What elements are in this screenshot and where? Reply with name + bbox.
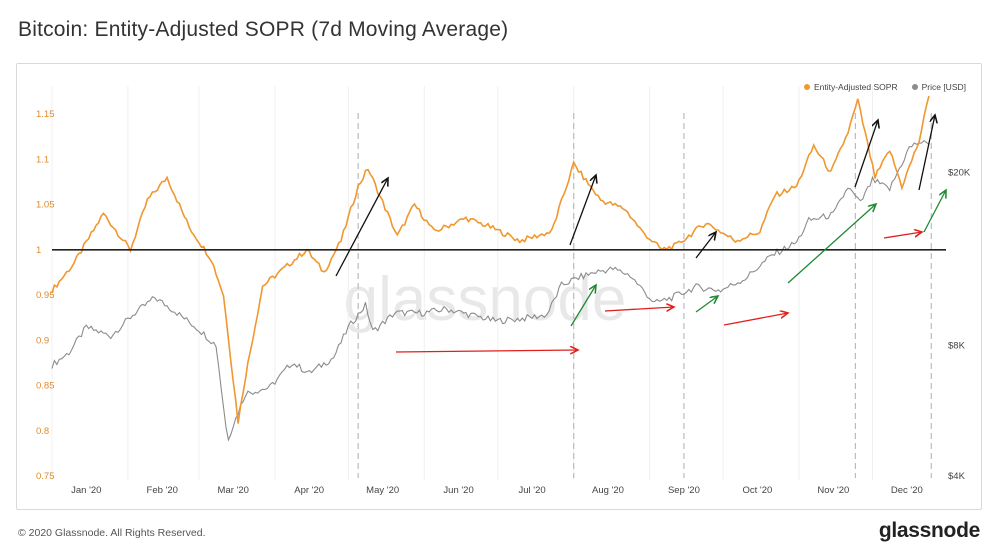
annotation-arrow-red bbox=[723, 313, 788, 326]
sopr-series-line bbox=[51, 95, 930, 424]
x-tick-label: Jul '20 bbox=[518, 485, 545, 496]
y-right-tick-label: $4K bbox=[948, 471, 966, 482]
x-tick-label: Sep '20 bbox=[668, 485, 700, 496]
y-tick-label: 1 bbox=[36, 245, 41, 256]
annotation-arrow-green bbox=[787, 204, 876, 284]
annotation-arrow-red bbox=[395, 350, 578, 352]
y-tick-label: 1.1 bbox=[36, 154, 49, 165]
x-tick-label: Aug '20 bbox=[592, 485, 624, 496]
brand-logo: glassnode bbox=[878, 519, 980, 542]
x-tick-label: Feb '20 bbox=[147, 485, 178, 496]
x-tick-label: Nov '20 bbox=[817, 485, 849, 496]
x-tick-label: Mar '20 bbox=[218, 485, 249, 496]
x-tick-label: Apr '20 bbox=[294, 485, 324, 496]
annotation-arrow-green bbox=[923, 190, 946, 233]
annotation-arrow-up bbox=[335, 178, 388, 277]
watermark-text: glassnode bbox=[344, 265, 627, 334]
y-tick-label: 1.15 bbox=[36, 109, 55, 120]
x-tick-label: Jun '20 bbox=[443, 485, 473, 496]
legend-item-price[interactable]: Price [USD] bbox=[911, 82, 966, 92]
legend-dot-price bbox=[911, 84, 918, 90]
legend-dot-sopr bbox=[803, 84, 810, 90]
legend-item-sopr[interactable]: Entity-Adjusted SOPR bbox=[803, 82, 898, 92]
y-tick-label: 1.05 bbox=[36, 200, 55, 211]
y-right-tick-label: $20K bbox=[948, 167, 971, 178]
chart-frame bbox=[16, 63, 982, 510]
x-tick-label: Jan '20 bbox=[71, 485, 101, 496]
annotation-arrow-green bbox=[570, 285, 596, 327]
chart-legend: Entity-Adjusted SOPR Price [USD] bbox=[803, 82, 966, 92]
annotation-arrow-green bbox=[695, 296, 718, 313]
annotation-arrow-red bbox=[883, 232, 922, 239]
annotation-arrow-up bbox=[695, 232, 716, 259]
legend-label-sopr: Entity-Adjusted SOPR bbox=[813, 82, 898, 92]
y-tick-label: 0.95 bbox=[36, 290, 55, 301]
y-tick-label: 0.9 bbox=[36, 335, 49, 346]
copyright-text: © 2020 Glassnode. All Rights Reserved. bbox=[18, 527, 206, 539]
annotation-arrow-up bbox=[854, 120, 878, 188]
x-tick-label: Dec '20 bbox=[891, 485, 923, 496]
y-tick-label: 0.8 bbox=[36, 426, 49, 437]
x-tick-label: May '20 bbox=[366, 485, 399, 496]
chart-title: Bitcoin: Entity-Adjusted SOPR (7d Moving… bbox=[18, 18, 509, 41]
legend-label-price: Price [USD] bbox=[921, 82, 966, 92]
y-tick-label: 0.75 bbox=[36, 471, 55, 482]
annotation-arrow-up bbox=[918, 115, 935, 191]
annotation-arrow-up bbox=[569, 175, 596, 246]
x-tick-label: Oct '20 bbox=[742, 485, 772, 496]
y-tick-label: 0.85 bbox=[36, 381, 55, 392]
annotation-arrow-red bbox=[604, 307, 674, 311]
y-right-tick-label: $8K bbox=[948, 340, 966, 351]
